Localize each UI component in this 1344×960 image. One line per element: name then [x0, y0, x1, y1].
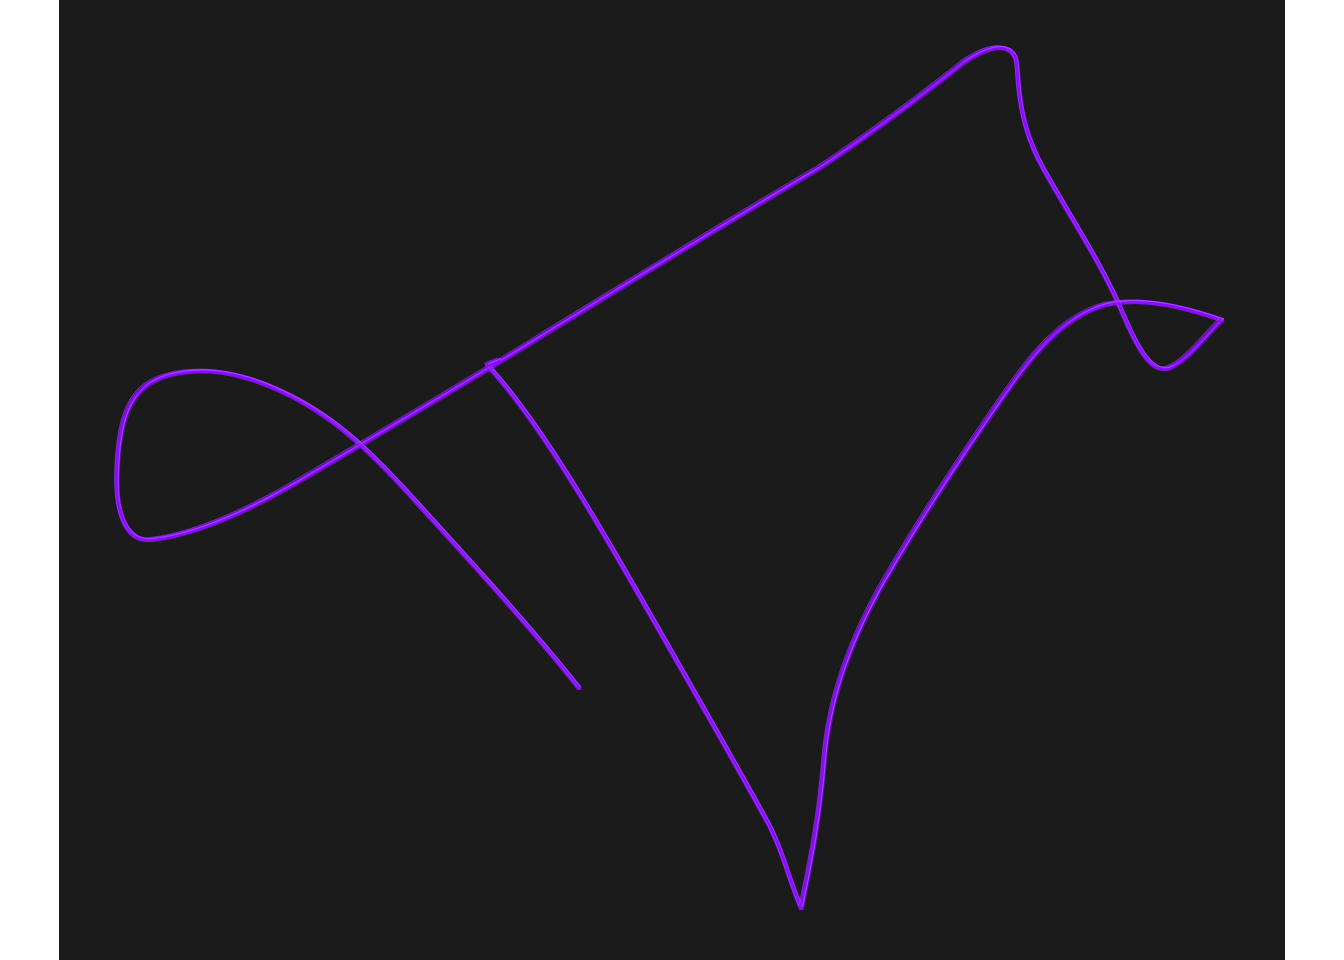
sketch-stroke-body-outline-line-3	[118, 49, 1225, 911]
sketch-stroke-body-outline-line-0	[114, 45, 1225, 911]
sketch-stroke-body-outline-line-1	[117, 46, 1225, 908]
sketch-stroke-leg-connector-line-3	[488, 361, 502, 368]
sketch-artwork	[114, 45, 1225, 911]
sketch-stroke-body-outline-line-2	[114, 48, 1222, 911]
sketch-stroke-body-outline	[114, 45, 1225, 911]
sketch-stroke-leg-connector-line-2	[485, 360, 499, 368]
sketch-stroke-leg-connector	[484, 357, 502, 368]
sketch-stroke-leg-connector-line-4	[484, 357, 498, 364]
sketch-stroke-body-outline-line-4	[114, 45, 1221, 907]
drawing-canvas[interactable]	[59, 0, 1285, 960]
sketch-stroke-leg-connector-line-1	[488, 358, 502, 365]
